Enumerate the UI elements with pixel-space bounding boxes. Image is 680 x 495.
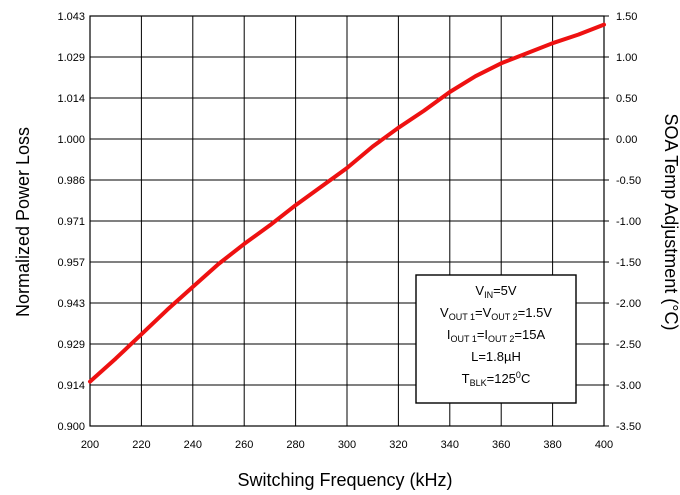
x-tick-label: 260 bbox=[235, 439, 253, 451]
x-tick-label: 380 bbox=[543, 439, 561, 451]
right-axis-ticks: -3.50 -3.00 -2.50 -2.00 -1.50 -1.00 -0.50 0.00 0… bbox=[604, 11, 641, 433]
y2-tick-label: -2.50 bbox=[616, 339, 641, 351]
y2-tick-label: -3.00 bbox=[616, 380, 641, 392]
y2-tick-label: 0.50 bbox=[616, 93, 637, 105]
y-tick-label: 1.043 bbox=[57, 11, 85, 23]
annotation-line: IOUT 1=IOUT 2=15A bbox=[447, 327, 546, 344]
x-tick-label: 320 bbox=[389, 439, 407, 451]
x-tick-label: 280 bbox=[286, 439, 304, 451]
annotation-box: VIN=5V VOUT 1=VOUT 2=1.5V IOUT 1=IOUT 2=15… bbox=[415, 274, 577, 404]
y-tick-label: 0.957 bbox=[57, 257, 85, 269]
y2-tick-label: -0.50 bbox=[616, 175, 641, 187]
y2-tick-label: -1.00 bbox=[616, 216, 641, 228]
y-tick-label: 0.914 bbox=[57, 380, 85, 392]
y-tick-label: 0.971 bbox=[57, 216, 85, 228]
annotation-line: VOUT 1=VOUT 2=1.5V bbox=[440, 305, 552, 322]
y-tick-label: 1.029 bbox=[57, 52, 85, 64]
y2-tick-label: 1.00 bbox=[616, 52, 637, 64]
y2-tick-label: -1.50 bbox=[616, 257, 641, 269]
x-tick-label: 400 bbox=[595, 439, 613, 451]
y-tick-label: 1.000 bbox=[57, 134, 85, 146]
x-tick-label: 360 bbox=[492, 439, 510, 451]
x-axis-title: Switching Frequency (kHz) bbox=[237, 470, 452, 490]
x-tick-label: 340 bbox=[441, 439, 459, 451]
series bbox=[88, 22, 606, 384]
annotation-line: L=1.8µH bbox=[471, 349, 521, 364]
annotation-line: TBLK=1250C bbox=[462, 370, 531, 388]
series-line bbox=[88, 22, 606, 384]
left-axis-ticks: 0.900 0.914 0.929 0.943 0.957 0.971 0.986 1.000… bbox=[57, 11, 85, 433]
y-tick-label: 1.014 bbox=[57, 93, 85, 105]
y-tick-label: 0.900 bbox=[57, 421, 85, 433]
annotation-line: VIN=5V bbox=[475, 283, 516, 300]
annotation-frame bbox=[415, 274, 577, 404]
y2-axis-title: SOA Temp Adjustment (°C) bbox=[661, 114, 680, 331]
y-axis-title: Normalized Power Loss bbox=[13, 127, 33, 317]
y2-tick-label: -2.00 bbox=[616, 298, 641, 310]
x-tick-label: 240 bbox=[184, 439, 202, 451]
y2-tick-label: -3.50 bbox=[616, 421, 641, 433]
y-tick-label: 0.943 bbox=[57, 298, 85, 310]
x-tick-label: 300 bbox=[338, 439, 356, 451]
y-tick-label: 0.986 bbox=[57, 175, 85, 187]
x-tick-label: 200 bbox=[81, 439, 99, 451]
x-axis-ticks: 200 220 240 260 280 300 320 340 360 380 400 bbox=[81, 439, 613, 451]
x-tick-label: 220 bbox=[132, 439, 150, 451]
y2-tick-label: 1.50 bbox=[616, 11, 637, 23]
y-tick-label: 0.929 bbox=[57, 339, 85, 351]
y2-tick-label: 0.00 bbox=[616, 134, 637, 146]
